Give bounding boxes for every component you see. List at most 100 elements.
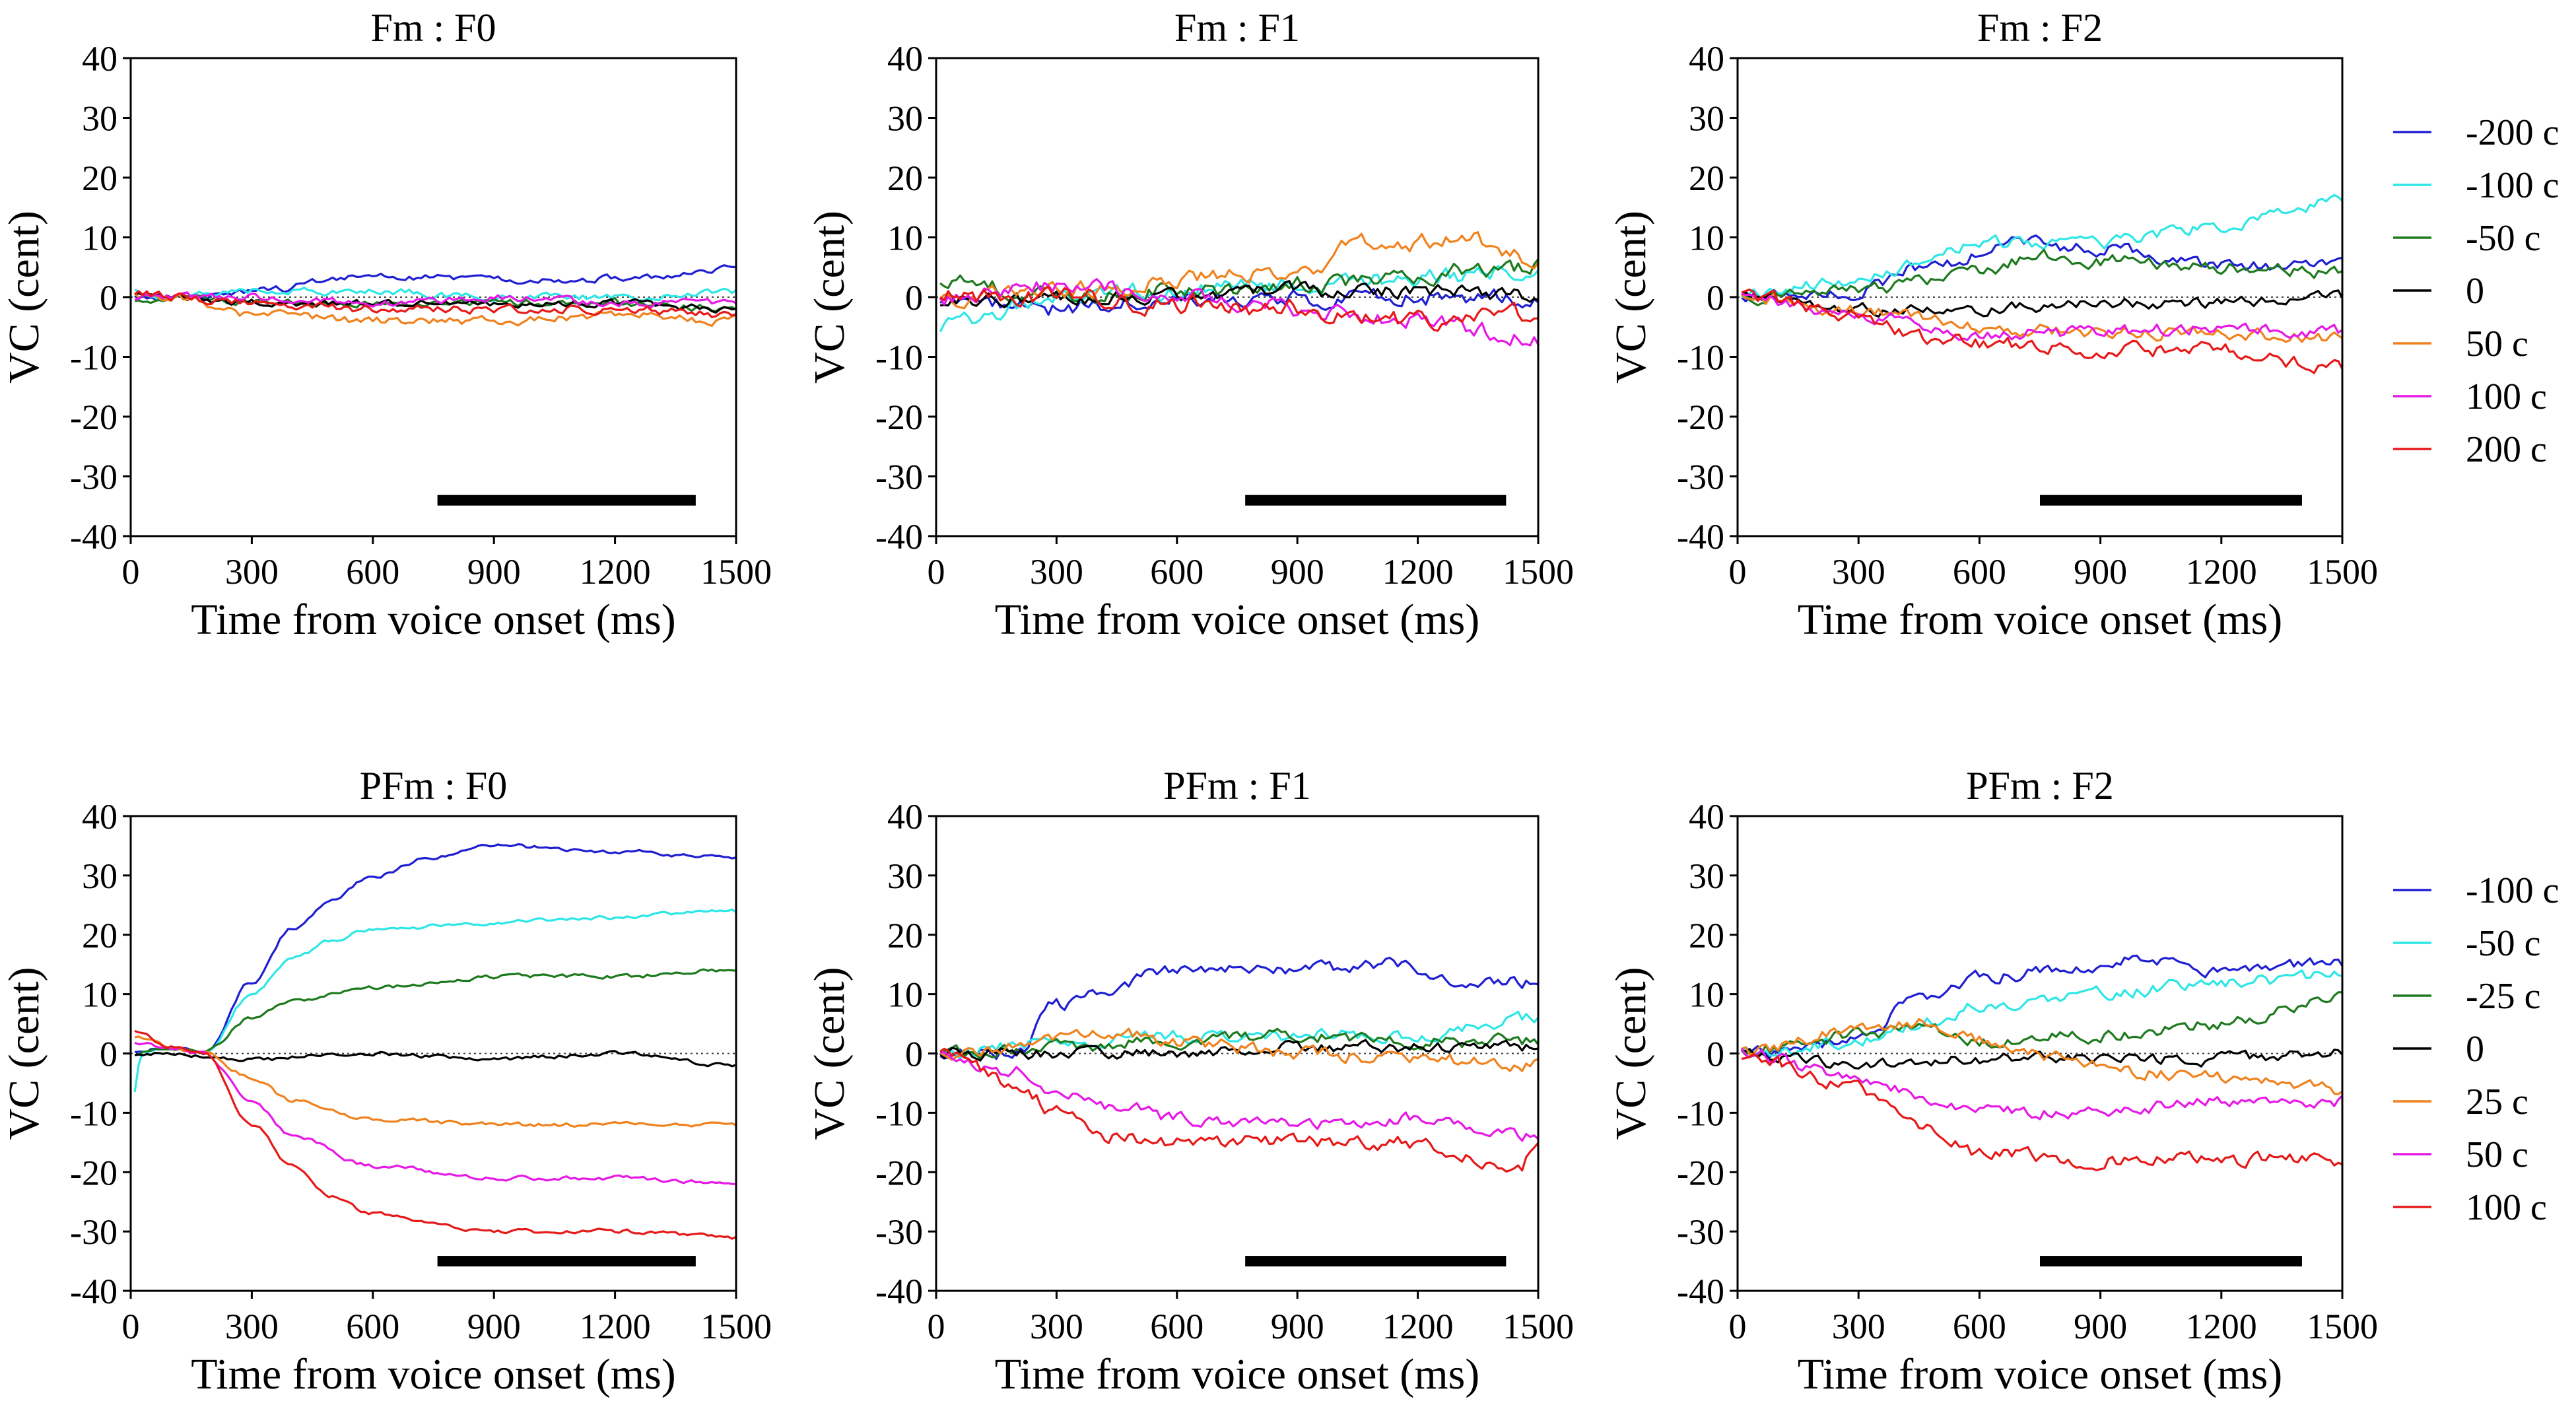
panel-title: PFm : F2 xyxy=(1966,764,2113,808)
series-line-neg100c xyxy=(134,843,737,1056)
y-axis-label: VC (cent) xyxy=(1607,967,1655,1140)
series-line-neg50c xyxy=(134,294,737,312)
y-tick-label: 40 xyxy=(1689,797,1724,837)
legend-label: -25 c xyxy=(2466,976,2541,1017)
y-tick-label: 30 xyxy=(1689,856,1724,896)
y-tick-label: -20 xyxy=(1677,397,1724,437)
y-tick-label: -20 xyxy=(70,1153,118,1192)
y-tick-label: 20 xyxy=(82,916,118,955)
panel-title: PFm : F0 xyxy=(360,764,507,808)
chart-panel-4: PFm : F0 0 300 600 900 1200 1500 -40 -30 -20 -10 0 1… xyxy=(0,764,772,1398)
y-tick-label: 10 xyxy=(82,975,118,1015)
y-tick-label: -30 xyxy=(875,458,923,497)
legend-label: 50 c xyxy=(2466,1134,2528,1175)
series-line-100c xyxy=(939,1047,1540,1173)
y-tick-label: 0 xyxy=(905,1035,923,1074)
y-tick-label: 20 xyxy=(887,916,923,955)
x-tick-label: 0 xyxy=(1729,1307,1747,1346)
y-tick-label: -10 xyxy=(70,1093,118,1133)
panel-title: Fm : F1 xyxy=(1174,6,1300,50)
y-axis-label: VC (cent) xyxy=(1607,211,1655,384)
series-line-50c xyxy=(134,293,737,327)
series-line-25c xyxy=(939,1027,1539,1072)
x-tick-label: 600 xyxy=(346,552,399,592)
series-line-neg50c xyxy=(1741,248,2343,306)
y-tick-label: -30 xyxy=(70,1212,118,1252)
y-tick-label: 0 xyxy=(1707,1035,1724,1074)
x-axis-label: Time from voice onset (ms) xyxy=(191,1350,675,1398)
series-line-neg25c xyxy=(1740,991,2343,1057)
series-line-100c xyxy=(939,278,1540,347)
x-tick-label: 900 xyxy=(467,552,521,592)
series-line-25c xyxy=(1741,1017,2343,1095)
significance-bar xyxy=(437,1256,696,1267)
x-tick-label: 1200 xyxy=(1382,1307,1454,1346)
y-tick-label: 40 xyxy=(887,39,923,79)
y-axis-label: VC (cent) xyxy=(0,211,48,384)
x-tick-label: 1500 xyxy=(700,1307,772,1346)
y-tick-label: 0 xyxy=(905,278,923,318)
legend-label: -200 c xyxy=(2466,112,2559,153)
y-tick-label: -20 xyxy=(875,1153,923,1192)
series-line-0 xyxy=(134,1050,737,1068)
x-tick-label: 600 xyxy=(346,1307,399,1346)
x-tick-label: 1200 xyxy=(580,1307,651,1346)
panel-title: Fm : F0 xyxy=(370,6,496,50)
y-tick-label: 10 xyxy=(82,219,118,258)
y-tick-label: -10 xyxy=(875,1093,923,1133)
y-tick-label: -40 xyxy=(1677,517,1724,557)
series-line-100c xyxy=(134,1029,737,1240)
series-line-neg50c xyxy=(1740,969,2343,1058)
x-tick-label: 900 xyxy=(1271,1307,1324,1346)
legend-label: -100 c xyxy=(2466,165,2559,206)
x-tick-label: 1500 xyxy=(2307,1307,2378,1346)
x-tick-label: 600 xyxy=(1953,552,2006,592)
x-tick-label: 1200 xyxy=(2186,1307,2257,1346)
x-axis-label: Time from voice onset (ms) xyxy=(1798,596,2282,644)
x-tick-label: 300 xyxy=(225,1307,279,1346)
series-line-neg100c xyxy=(939,956,1539,1060)
series-line-neg200c xyxy=(134,264,737,301)
x-tick-label: 300 xyxy=(225,552,279,592)
chart-panel-3: Fm : F20 300 600 900 1200 1500-40-30-20-10010… xyxy=(1607,6,2559,644)
y-tick-label: 10 xyxy=(887,975,923,1015)
series-line-50c xyxy=(940,1051,1540,1142)
y-tick-label: 30 xyxy=(887,856,923,896)
chart-panel-5: PFm : F1 0 300 600 900 1200 1500 -40 -30 -20 -10 0 1… xyxy=(805,764,1574,1398)
y-tick-label: -40 xyxy=(1677,1272,1724,1311)
legend-label: 25 c xyxy=(2466,1082,2528,1122)
x-axis-label: Time from voice onset (ms) xyxy=(191,596,675,644)
significance-bar xyxy=(2040,1256,2302,1267)
y-tick-label: -40 xyxy=(875,517,923,557)
y-tick-label: 10 xyxy=(887,219,923,258)
x-axis-label: Time from voice onset (ms) xyxy=(995,596,1479,644)
y-tick-label: -20 xyxy=(875,397,923,437)
y-tick-label: -10 xyxy=(875,338,923,378)
y-tick-label: 30 xyxy=(82,99,118,139)
y-tick-label: -20 xyxy=(70,397,118,437)
x-tick-label: 0 xyxy=(122,552,140,592)
x-tick-label: 1500 xyxy=(1503,1307,1574,1346)
x-axis-label: Time from voice onset (ms) xyxy=(995,1350,1479,1398)
y-axis-label: VC (cent) xyxy=(0,967,48,1140)
series-line-200c xyxy=(939,286,1539,332)
x-tick-label: 900 xyxy=(1271,552,1324,592)
panel-title: Fm : F2 xyxy=(1977,6,2103,50)
x-tick-label: 900 xyxy=(2074,1307,2127,1346)
significance-bar xyxy=(1245,1256,1507,1267)
legend: -100 c -50 c -25 c 0 25 c 50 c 100 c xyxy=(2393,870,2559,1228)
y-tick-label: 40 xyxy=(887,797,923,837)
series-line-neg200c xyxy=(939,288,1539,316)
x-tick-label: 1500 xyxy=(1503,552,1574,592)
y-tick-label: 0 xyxy=(1707,278,1724,318)
y-tick-label: -20 xyxy=(1677,1153,1724,1192)
y-tick-label: 30 xyxy=(887,99,923,139)
y-tick-label: -30 xyxy=(1677,1212,1724,1252)
y-tick-label: -10 xyxy=(70,338,118,378)
series-line-25c xyxy=(134,1035,737,1128)
series-line-50c xyxy=(1740,293,2343,343)
series-line-100c xyxy=(1741,1052,2343,1171)
legend-label: -50 c xyxy=(2466,218,2541,259)
y-tick-label: -40 xyxy=(70,517,118,557)
